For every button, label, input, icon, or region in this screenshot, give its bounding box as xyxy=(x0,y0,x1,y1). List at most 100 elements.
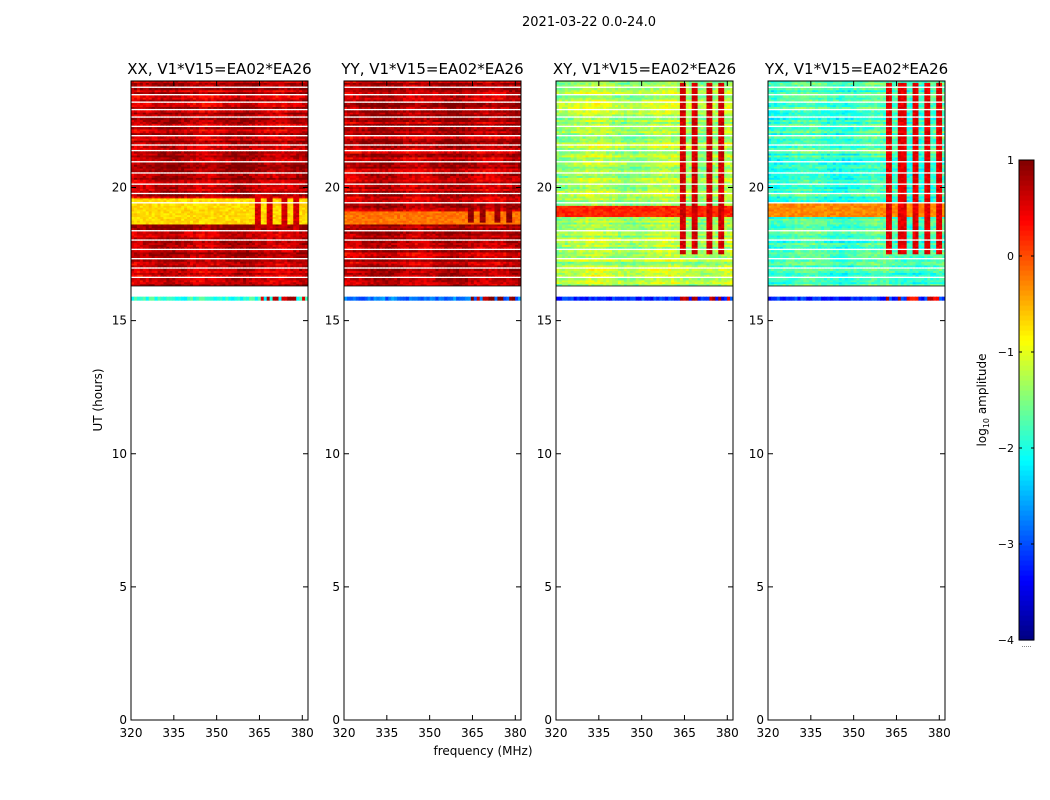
heatmap-cell xyxy=(284,141,288,145)
heatmap-cell xyxy=(169,233,173,236)
heatmap-cell xyxy=(181,151,185,154)
heatmap-cell xyxy=(145,223,150,227)
heatmap-cell xyxy=(299,203,303,206)
heatmap-cell xyxy=(266,233,271,236)
heatmap-cell xyxy=(237,158,241,162)
heatmap-cell xyxy=(169,283,173,286)
heatmap-cell xyxy=(175,279,179,283)
heatmap-cell xyxy=(231,112,235,115)
heatmap-cell xyxy=(151,231,156,234)
heatmap-cell xyxy=(243,184,247,188)
heatmap-cell xyxy=(284,106,288,109)
heatmap-cell xyxy=(184,205,188,208)
heatmap-cell xyxy=(237,102,241,106)
heatmap-cell xyxy=(163,223,167,227)
heatmap-cell xyxy=(293,264,297,268)
heatmap-cell xyxy=(231,197,235,201)
heatmap-cell xyxy=(219,278,223,281)
heatmap-cell xyxy=(278,264,282,268)
heatmap-cell xyxy=(302,272,306,275)
heatmap-cell xyxy=(293,117,297,121)
heatmap-cell xyxy=(219,274,223,277)
heatmap-cell xyxy=(287,279,291,283)
heatmap-cell xyxy=(278,166,282,169)
heatmap-cell xyxy=(254,104,259,108)
heatmap-cell xyxy=(254,128,259,132)
heatmap-cell xyxy=(139,253,144,257)
heatmap-cell xyxy=(184,188,188,191)
heatmap-cell xyxy=(293,138,297,141)
heatmap-cell xyxy=(160,207,164,210)
heatmap-cell xyxy=(198,153,203,156)
heatmap-cell xyxy=(160,259,164,262)
heatmap-cell xyxy=(249,110,253,113)
heatmap-cell xyxy=(169,255,173,259)
heatmap-cell xyxy=(225,138,229,141)
heatmap-cell xyxy=(219,197,223,201)
heatmap-cell xyxy=(184,270,188,273)
heatmap-cell xyxy=(240,145,244,149)
heatmap-cell xyxy=(299,274,303,277)
heatmap-cell xyxy=(187,199,191,203)
heatmap-cell xyxy=(296,153,300,156)
heatmap-cell xyxy=(207,214,212,218)
heatmap-cell xyxy=(216,197,220,201)
heatmap-cell xyxy=(166,237,170,240)
heatmap-cell xyxy=(266,102,271,106)
heatmap-cell xyxy=(254,106,259,109)
heatmap-cell xyxy=(136,237,141,240)
heatmap-cell xyxy=(184,220,188,223)
heatmap-cell xyxy=(240,130,244,134)
heatmap-cell xyxy=(284,244,288,247)
heatmap-cell xyxy=(302,181,306,184)
heatmap-cell xyxy=(219,128,223,132)
heatmap-cell xyxy=(228,147,232,150)
heatmap-cell xyxy=(148,223,153,227)
heatmap-cell xyxy=(198,104,203,108)
heatmap-cell xyxy=(210,199,215,203)
heatmap-cell xyxy=(240,194,244,197)
heatmap-cell xyxy=(142,259,147,262)
heatmap-cell xyxy=(139,117,144,121)
heatmap-cell xyxy=(299,231,303,234)
heatmap-cell xyxy=(157,175,161,178)
heatmap-cell xyxy=(225,278,229,281)
heatmap-cell xyxy=(231,179,235,182)
heatmap-cell xyxy=(145,233,150,236)
heatmap-cell xyxy=(254,272,259,275)
heatmap-cell xyxy=(231,283,235,286)
heatmap-cell xyxy=(296,164,300,167)
heatmap-cell xyxy=(216,278,220,281)
heatmap-cell xyxy=(190,259,194,262)
heatmap-cell xyxy=(281,145,285,149)
heatmap-cell xyxy=(246,141,250,145)
heatmap-cell xyxy=(192,128,197,132)
heatmap-cell xyxy=(142,95,147,98)
heatmap-cell xyxy=(201,264,206,268)
heatmap-cell xyxy=(139,173,144,177)
heatmap-cell xyxy=(246,127,250,130)
heatmap-cell xyxy=(290,110,294,113)
heatmap-cell xyxy=(231,210,235,214)
heatmap-cell xyxy=(160,177,164,180)
heatmap-cell xyxy=(254,186,259,190)
heatmap-cell xyxy=(216,168,220,171)
heatmap-cell xyxy=(166,240,170,244)
heatmap-cell xyxy=(302,102,306,106)
heatmap-cell xyxy=(225,177,229,180)
heatmap-cell xyxy=(228,268,232,272)
heatmap-cell xyxy=(178,233,182,236)
heatmap-cell xyxy=(195,140,200,143)
heatmap-cell xyxy=(184,162,188,165)
heatmap-cell xyxy=(302,127,306,130)
heatmap-cell xyxy=(228,203,232,206)
heatmap-cell xyxy=(243,130,247,134)
heatmap-cell xyxy=(169,222,173,225)
heatmap-cell xyxy=(184,210,188,214)
heatmap-cell xyxy=(154,210,159,214)
heatmap-cell xyxy=(228,138,232,141)
heatmap-cell xyxy=(154,186,159,190)
heatmap-cell xyxy=(207,250,212,253)
heatmap-cell xyxy=(195,210,200,214)
heatmap-cell xyxy=(195,244,200,247)
